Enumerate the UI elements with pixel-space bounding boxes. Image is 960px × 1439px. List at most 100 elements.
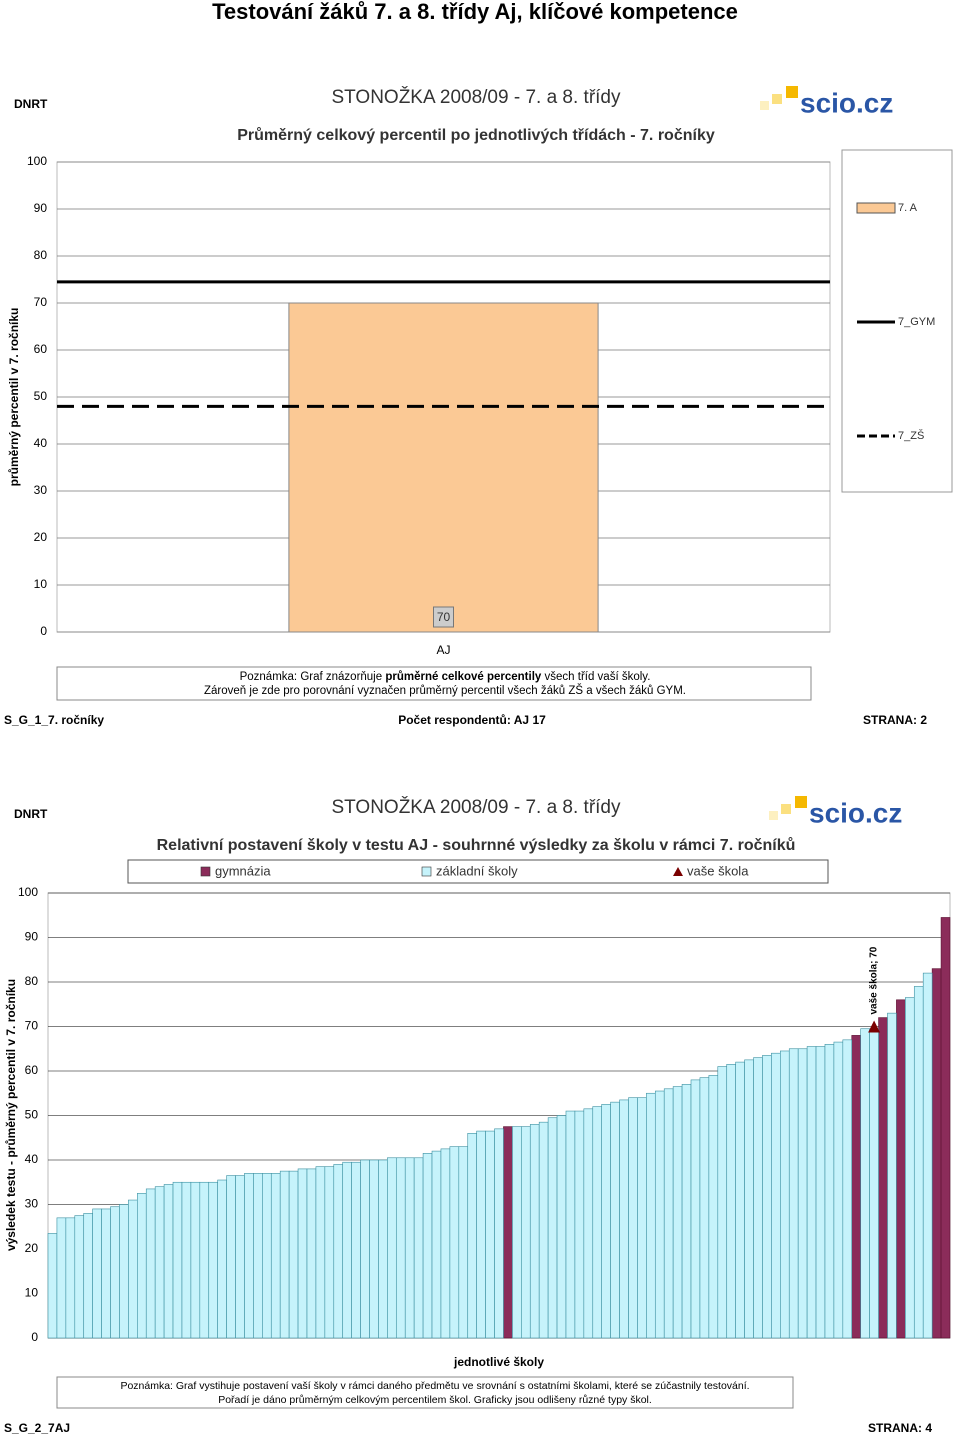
logo: scio.cz [760,86,893,118]
bar [610,1101,620,1339]
bar [387,1157,397,1339]
legend-label: vaše škola [687,863,749,878]
bar [440,1148,451,1339]
y-tick-label: 90 [34,201,48,215]
bar [815,1046,826,1339]
value-label: vaše škola; 70 [869,946,880,1014]
bar [154,1186,165,1339]
y-tick-label: 30 [34,483,48,497]
footer-right: STRANA: 2 [863,713,927,727]
bar [47,1233,58,1339]
bar [565,1110,576,1339]
bar [163,1184,174,1339]
y-tick-label: 20 [34,530,48,544]
bar [538,1121,549,1339]
bar [940,917,951,1339]
bar [690,1079,701,1339]
bar [628,1097,638,1339]
legend-label: 7. A [898,202,918,214]
bar [342,1161,352,1339]
bar [824,1044,835,1339]
bar [128,1199,138,1339]
bar [878,1017,888,1339]
footer-left: S_G_1_7. ročníky [4,713,104,727]
footer-left: S_G_2_7AJ [4,1421,70,1435]
bar [56,1217,67,1339]
bar [137,1193,147,1339]
x-tick-label: AJ [436,643,450,657]
bar [92,1208,102,1339]
bar [556,1115,567,1339]
x-axis-label: jednotlivé školy [453,1355,544,1369]
legend-swatch [200,866,211,877]
bar [780,1050,790,1339]
chart-title: STONOŽKA 2008/09 - 7. a 8. třídy [331,86,621,108]
bar [681,1084,692,1339]
bar [476,1130,486,1339]
bar [324,1166,335,1339]
bar [699,1077,710,1339]
footer-center: Počet respondentů: AJ 17 [398,713,546,727]
bar [431,1150,442,1339]
bar [547,1117,558,1339]
bar [637,1097,647,1339]
bar [485,1130,495,1339]
value-label: 70 [437,610,451,624]
value-label-box [433,606,454,628]
y-axis-label: průměrný percentil v 7. ročníku [7,308,21,487]
bar [422,1153,433,1339]
bar [922,972,933,1339]
bar [315,1166,326,1339]
bar [771,1052,781,1339]
y-tick-label: 70 [34,295,48,309]
bar [208,1181,218,1339]
note: Zároveň je zde pro porovnání vyznačen pr… [204,684,686,697]
bar [279,1170,290,1339]
y-tick-label: 30 [25,1197,39,1211]
bar [74,1215,85,1339]
footer-right: STRANA: 4 [868,1421,932,1435]
bar [654,1090,665,1339]
logo-text: scio.cz [800,87,893,118]
bar [842,1039,853,1339]
bar [297,1168,308,1339]
y-tick-label: 100 [27,154,47,168]
legend-marker [673,867,683,876]
legend-label: základní školy [436,863,518,878]
chart-title: STONOŽKA 2008/09 - 7. a 8. třídy [331,796,621,818]
bar [235,1175,245,1339]
bar [663,1088,674,1339]
y-tick-label: 0 [40,624,47,638]
bar [753,1057,763,1339]
bar [494,1128,504,1339]
bar [601,1104,611,1339]
bar [413,1157,424,1339]
bar [360,1159,370,1339]
bar [762,1055,772,1339]
legend-swatch [421,866,432,877]
legend-label: 7_ZŠ [898,429,924,442]
y-axis-label: výsledek testu - průměrný percentil v 7.… [4,979,18,1251]
marker [868,1020,881,1033]
y-tick-label: 10 [25,1286,39,1300]
y-tick-label: 50 [25,1108,39,1122]
bar [190,1181,201,1339]
bar [708,1075,719,1339]
heading: Testování žáků 7. a 8. třídy Aj, klíčové… [212,0,738,24]
note: Poznámka: Graf vystihuje postavení vaší … [120,1380,749,1392]
bar [369,1159,379,1339]
logo: scio.cz [769,796,902,828]
bar [619,1099,629,1339]
bar [351,1161,361,1339]
logo-text: scio.cz [809,797,902,828]
legend-swatch [856,202,896,214]
legend-label: gymnázia [215,863,271,878]
bar [119,1204,129,1339]
bar [646,1092,656,1339]
legend-box [127,859,829,884]
bar [110,1206,120,1339]
bar [592,1106,603,1339]
bar [887,1012,897,1339]
bar [833,1041,844,1339]
